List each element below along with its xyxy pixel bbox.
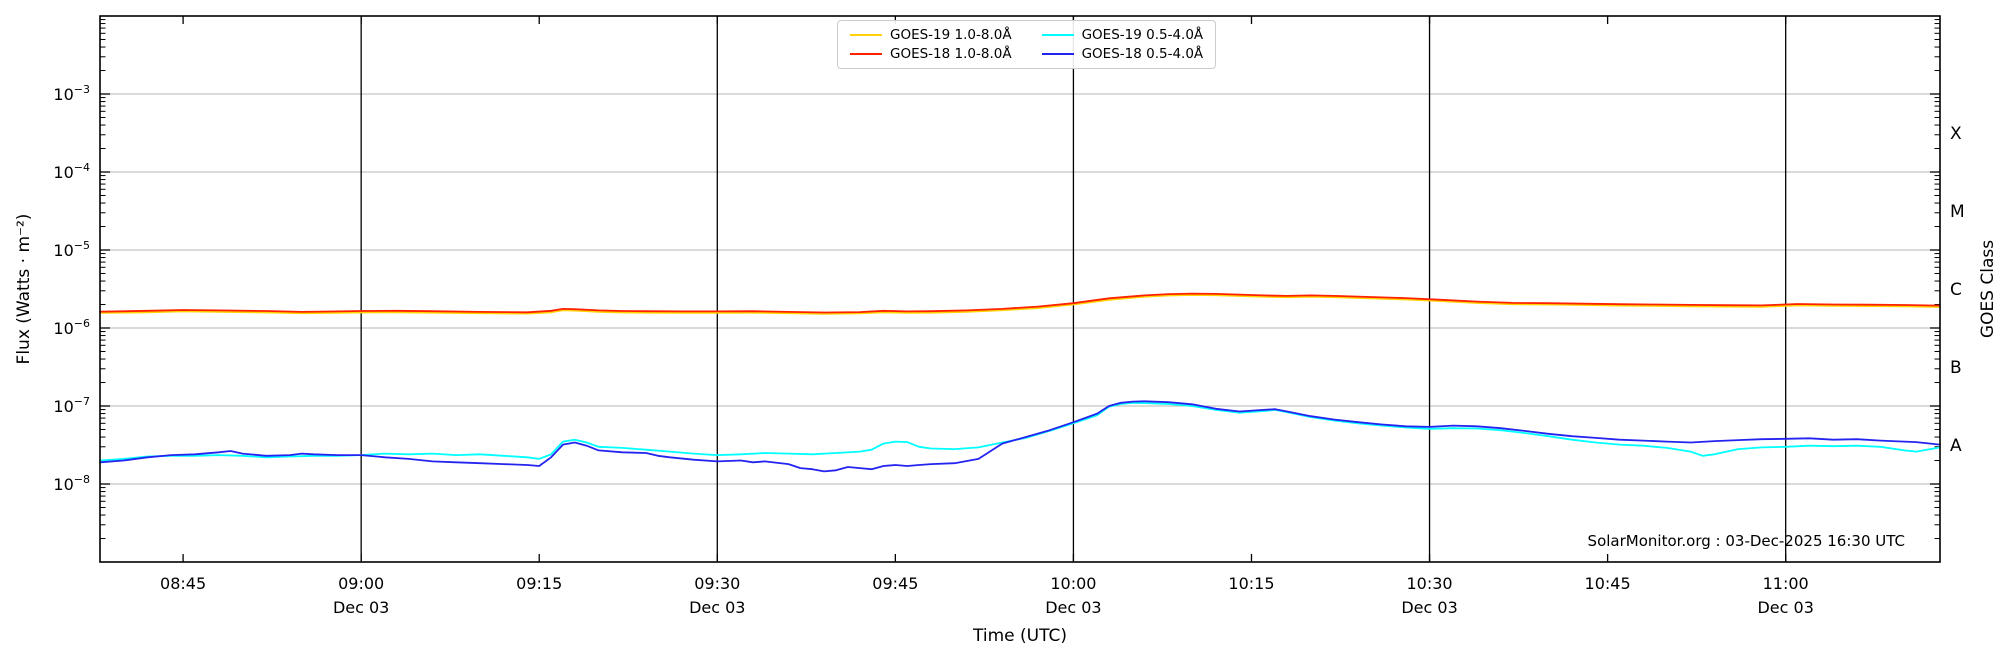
goes19-short-line-swatch	[1041, 34, 1074, 36]
svg-text:08:45: 08:45	[160, 574, 206, 593]
svg-text:10:45: 10:45	[1585, 574, 1631, 593]
legend-label: GOES-18 0.5-4.0Å	[1081, 46, 1204, 62]
legend-item-goes19-short: GOES-19 0.5-4.0Å	[1041, 27, 1204, 43]
svg-text:Dec 03: Dec 03	[1045, 598, 1101, 617]
svg-text:10−3: 10−3	[53, 83, 90, 104]
svg-text:Dec 03: Dec 03	[689, 598, 745, 617]
svg-text:11:00: 11:00	[1763, 574, 1809, 593]
svg-text:Dec 03: Dec 03	[1757, 598, 1813, 617]
right-axis-label: GOES Class	[1978, 239, 1998, 339]
watermark-text: SolarMonitor.org : 03-Dec-2025 16:30 UTC	[1587, 532, 1905, 550]
y-axis-label: Flux (Watts · m⁻²)	[14, 213, 34, 365]
svg-text:10−4: 10−4	[53, 161, 90, 182]
svg-text:A: A	[1950, 436, 1962, 456]
svg-text:09:30: 09:30	[694, 574, 740, 593]
svg-text:10:15: 10:15	[1228, 574, 1274, 593]
svg-text:C: C	[1950, 280, 1962, 300]
legend-label: GOES-18 1.0-8.0Å	[890, 46, 1012, 62]
svg-text:10−5: 10−5	[53, 239, 90, 260]
goes18-long-line-swatch	[850, 53, 882, 55]
goes18-short-line-swatch	[1041, 53, 1074, 55]
svg-text:10:30: 10:30	[1406, 574, 1452, 593]
legend-item-goes18-short: GOES-18 0.5-4.0Å	[1041, 46, 1204, 62]
svg-text:M: M	[1950, 202, 1965, 222]
svg-text:09:45: 09:45	[872, 574, 918, 593]
svg-text:10−7: 10−7	[53, 395, 90, 416]
svg-text:10−8: 10−8	[53, 473, 90, 494]
legend-label: GOES-19 1.0-8.0Å	[890, 27, 1012, 43]
svg-text:09:15: 09:15	[516, 574, 562, 593]
x-axis-label: Time (UTC)	[973, 626, 1067, 646]
svg-text:09:00: 09:00	[338, 574, 384, 593]
legend-item-goes19-long: GOES-19 1.0-8.0Å	[850, 27, 1012, 43]
goes19-long-line-swatch	[850, 34, 882, 36]
legend-label: GOES-19 0.5-4.0Å	[1081, 27, 1204, 43]
svg-text:10−6: 10−6	[53, 317, 90, 338]
svg-text:X: X	[1950, 124, 1962, 144]
svg-text:10:00: 10:00	[1050, 574, 1096, 593]
svg-text:B: B	[1950, 358, 1962, 378]
svg-text:Dec 03: Dec 03	[1401, 598, 1457, 617]
svg-text:Dec 03: Dec 03	[333, 598, 389, 617]
chart-legend: GOES-19 1.0-8.0Å GOES-18 1.0-8.0Å GOES-1…	[837, 20, 1217, 69]
legend-item-goes18-long: GOES-18 1.0-8.0Å	[850, 46, 1012, 62]
